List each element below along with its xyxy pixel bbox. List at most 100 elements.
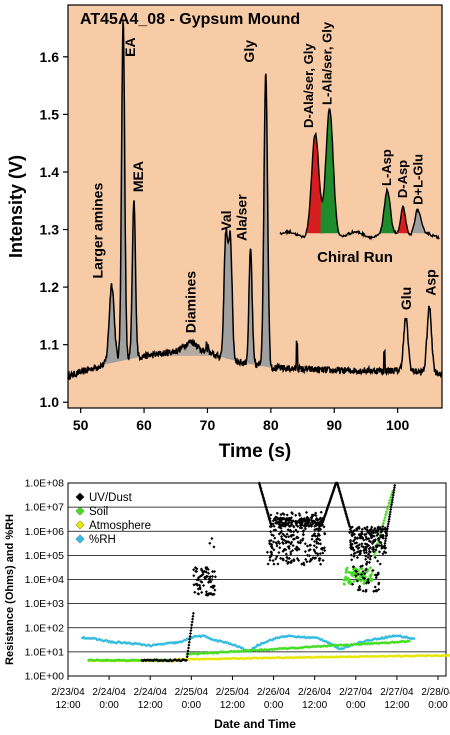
x-tick-date: 2/25/04: [216, 687, 250, 698]
uvdust-point: [191, 611, 195, 615]
uvdust-point: [376, 571, 380, 575]
uvdust-point: [314, 521, 318, 525]
uvdust-point: [322, 525, 326, 529]
soil-point: [385, 507, 390, 511]
uvdust-point: [270, 542, 274, 546]
uvdust-point: [375, 530, 380, 534]
x-tick-date: 2/24/04: [134, 687, 168, 698]
y-tick-label: 1.1: [40, 337, 60, 353]
uvdust-point: [290, 559, 294, 563]
uvdust-point: [348, 527, 352, 531]
y-tick-label: 1.2: [40, 279, 60, 295]
uvdust-point: [271, 540, 276, 544]
uvdust-point: [208, 592, 212, 596]
uvdust-point: [350, 533, 354, 537]
uvdust-point: [388, 510, 392, 514]
uvdust-point: [315, 518, 319, 522]
uvdust-point: [366, 530, 370, 534]
uvdust-point: [383, 539, 387, 543]
peak-label: EA: [122, 37, 138, 56]
uvdust-point: [306, 520, 310, 524]
uvdust-point: [352, 532, 357, 536]
uvdust-point: [318, 557, 322, 561]
uvdust-point: [211, 570, 215, 574]
uvdust-point: [321, 551, 325, 555]
uvdust-point: [369, 534, 373, 538]
uvdust-point: [375, 545, 379, 549]
uvdust-point: [369, 540, 373, 544]
x-tick-date: 2/23/04: [51, 687, 85, 698]
uvdust-point: [275, 544, 279, 548]
inset-peak-label: D-Asp: [395, 160, 410, 198]
uvdust-point: [204, 570, 208, 574]
uvdust-point: [354, 545, 358, 549]
y-tick-label: 1.0E+07: [25, 502, 65, 514]
uvdust-point: [357, 543, 361, 547]
peak-fill: [216, 227, 236, 361]
uvdust-point: [285, 555, 289, 559]
peak-label: Glu: [398, 287, 414, 310]
uvdust-point: [319, 510, 323, 514]
uvdust-point: [304, 557, 308, 561]
y-tick-label: 1.0E+03: [25, 598, 65, 610]
x-tick-date: 2/26/04: [298, 687, 332, 698]
uvdust-point: [317, 533, 322, 537]
uvdust-point: [210, 593, 214, 597]
x-tick-time: 0:00: [264, 700, 284, 711]
uvdust-point: [269, 530, 273, 534]
y-axis-title: Resistance (Ohms) and %RH: [4, 514, 16, 665]
inset-trace: [279, 107, 440, 241]
uvdust-point: [287, 556, 291, 560]
uvdust-point: [386, 522, 390, 526]
uvdust-point: [304, 510, 309, 514]
uvdust-point: [321, 558, 325, 562]
peak-label: Asp: [422, 269, 438, 295]
x-tick-time: 12:00: [55, 700, 80, 711]
uvdust-point: [305, 560, 309, 564]
uvdust-point: [387, 517, 391, 521]
uvdust-point: [315, 539, 319, 543]
uvdust-point: [274, 541, 278, 545]
uvdust-point: [314, 527, 318, 531]
uvdust-point: [388, 512, 392, 516]
x-tick-label: 90: [326, 417, 342, 433]
uvdust-point: [285, 532, 289, 536]
uvdust-point: [317, 538, 321, 542]
y-axis-title: Intensity (V): [6, 155, 26, 258]
uvdust-point: [369, 554, 373, 558]
uvdust-point: [184, 658, 188, 662]
uvdust-point: [357, 526, 361, 530]
uvdust-point: [355, 579, 359, 583]
uvdust-point: [371, 545, 375, 549]
uvdust-point: [275, 555, 279, 559]
uvdust-point: [282, 538, 287, 542]
uvdust-point: [292, 524, 296, 528]
resistance-chart: 1.0E+00 1.0E+01 1.0E+02 1.0E+03 1.0E+04 1.0E+…: [4, 478, 450, 731]
soil-point: [384, 510, 389, 514]
soil-point: [282, 646, 286, 650]
y-tick-label: 1.6: [40, 49, 60, 65]
uvdust-point: [360, 564, 364, 568]
uvdust-point: [213, 575, 217, 579]
uvdust-point: [187, 643, 191, 647]
uvdust-point: [192, 574, 196, 578]
legend-marker: [75, 492, 85, 502]
soil-point: [407, 639, 411, 643]
uvdust-point: [310, 537, 314, 541]
uvdust-point: [373, 526, 377, 530]
uvdust-point: [384, 551, 388, 555]
x-tick-time: 12:00: [302, 700, 327, 711]
uvdust-point: [278, 516, 282, 520]
legend-marker: [75, 534, 85, 544]
uvdust-point: [371, 568, 375, 572]
uvdust-point: [204, 590, 208, 594]
x-tick-label: 80: [263, 417, 279, 433]
uvdust-point: [358, 584, 362, 588]
legend-label: UV/Dust: [89, 492, 133, 504]
uvdust-point: [363, 551, 367, 555]
uvdust-point: [350, 525, 354, 529]
inset-title: Chiral Run: [317, 249, 393, 266]
uvdust-point: [308, 559, 312, 563]
uvdust-point: [210, 574, 215, 578]
uvdust-point: [308, 543, 312, 547]
